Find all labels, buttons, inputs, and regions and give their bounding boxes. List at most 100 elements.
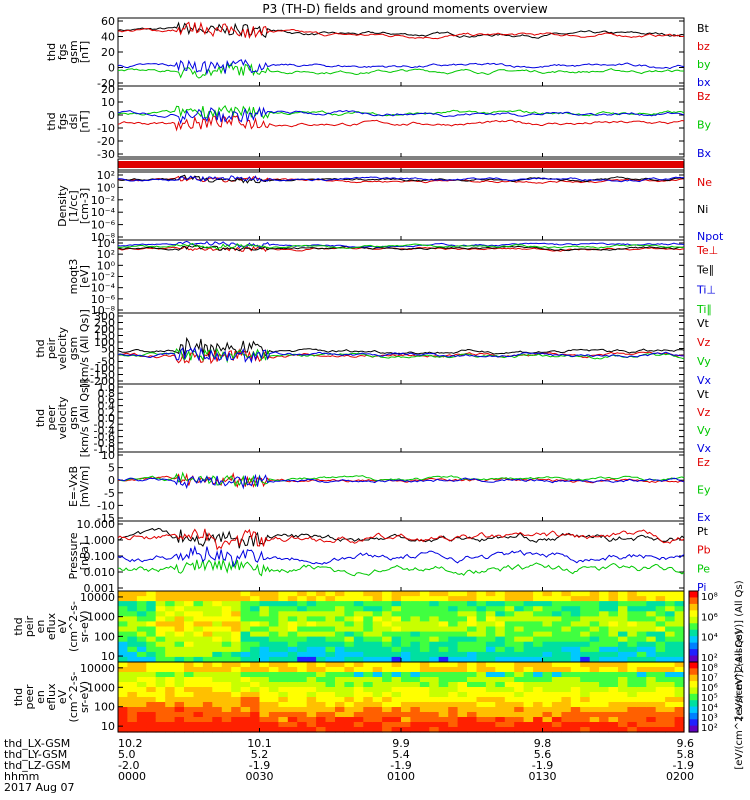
heatmap-cell bbox=[165, 692, 176, 698]
heatmap-cell bbox=[316, 682, 327, 688]
heatmap-cell bbox=[476, 631, 487, 638]
heatmap-cell bbox=[561, 651, 572, 658]
panel-frame bbox=[117, 312, 685, 385]
heatmap-cell bbox=[599, 717, 610, 723]
heatmap-cell bbox=[636, 727, 647, 733]
y-tick-label: -10 bbox=[97, 499, 115, 512]
heatmap-cell bbox=[165, 641, 176, 648]
heatmap-cell bbox=[551, 667, 562, 673]
series-line-Bt bbox=[117, 21, 685, 39]
heatmap-cell bbox=[533, 712, 544, 718]
heatmap-cell bbox=[287, 717, 298, 723]
colorbar-tick-label: 10⁸ bbox=[701, 663, 718, 674]
y-tick-label: 10⁻⁶ bbox=[91, 293, 116, 306]
heatmap-cell bbox=[514, 641, 525, 648]
heatmap-cell bbox=[372, 702, 383, 708]
heatmap-cell bbox=[127, 616, 138, 623]
heatmap-cell bbox=[127, 656, 138, 663]
colorbar-swatch bbox=[689, 668, 698, 676]
heatmap-cell bbox=[636, 702, 647, 708]
heatmap-cell bbox=[419, 702, 430, 708]
y-tick-label: 40 bbox=[101, 31, 115, 44]
heatmap-cell bbox=[118, 692, 128, 698]
heatmap-cell bbox=[429, 596, 440, 602]
heatmap-cell bbox=[514, 631, 525, 638]
y-tick-label: 10⁴ bbox=[97, 237, 116, 250]
panel-6: 1.00.80.60.40.20.0-0.2-0.4-0.6-0.8-1.0th… bbox=[34, 379, 712, 458]
heatmap-cell bbox=[410, 687, 421, 693]
heatmap-cell bbox=[146, 692, 157, 698]
heatmap-cell bbox=[627, 636, 638, 643]
x-axis-labels: [eV/(cm^2-s-sr-eV)] (All Qs)[eV/(cm^2-s-… bbox=[4, 82, 745, 794]
heatmap-cell bbox=[542, 601, 553, 607]
heatmap-cell bbox=[674, 717, 685, 723]
heatmap-cell bbox=[429, 727, 440, 733]
heatmap-cell bbox=[297, 672, 308, 678]
heatmap-cell bbox=[551, 707, 562, 713]
legend-Ey: Ey bbox=[697, 484, 711, 497]
heatmap-cell bbox=[523, 626, 534, 633]
heatmap-cell bbox=[325, 707, 336, 713]
heatmap-cell bbox=[259, 727, 270, 733]
heatmap-cell bbox=[438, 611, 449, 617]
heatmap-cell bbox=[523, 712, 534, 718]
heatmap-cell bbox=[363, 601, 374, 607]
heatmap-cell bbox=[665, 606, 676, 612]
heatmap-cell bbox=[146, 702, 157, 708]
heatmap-cell bbox=[287, 662, 298, 668]
heatmap-cell bbox=[401, 601, 411, 607]
heatmap-cell bbox=[646, 727, 657, 733]
x-tick-label: 9.6 bbox=[677, 737, 695, 750]
heatmap-cell bbox=[202, 682, 213, 688]
heatmap-cell bbox=[523, 646, 534, 653]
heatmap-cell bbox=[495, 667, 506, 673]
heatmap-cell bbox=[325, 687, 336, 693]
y-tick-label: 100 bbox=[94, 701, 115, 714]
heatmap-cell bbox=[202, 712, 213, 718]
heatmap-cell bbox=[372, 717, 383, 723]
heatmap-cell bbox=[514, 707, 525, 713]
heatmap-cell bbox=[410, 677, 421, 683]
y-tick-label: 1000 bbox=[87, 611, 115, 624]
heatmap-cell bbox=[344, 707, 355, 713]
heatmap-cell bbox=[485, 641, 496, 648]
colorbar-swatch bbox=[689, 603, 698, 611]
heatmap-cell bbox=[193, 641, 204, 648]
heatmap-cell bbox=[410, 722, 421, 728]
heatmap-cell bbox=[410, 606, 421, 612]
heatmap-cell bbox=[467, 621, 477, 628]
heatmap-cell bbox=[363, 667, 374, 673]
heatmap-cell bbox=[467, 616, 477, 623]
heatmap-cell bbox=[504, 636, 515, 643]
heatmap-cell bbox=[259, 636, 270, 643]
heatmap-cell bbox=[382, 616, 393, 623]
heatmap-cell bbox=[627, 641, 638, 648]
y-axis-label: E=-VxB[mV/m] bbox=[67, 466, 91, 507]
heatmap-cell bbox=[372, 712, 383, 718]
heatmap-cell bbox=[297, 596, 308, 602]
heatmap-cell bbox=[174, 601, 185, 607]
heatmap-cell bbox=[184, 606, 194, 612]
heatmap-cell bbox=[335, 712, 345, 718]
heatmap-cell bbox=[674, 672, 685, 678]
heatmap-cell bbox=[561, 687, 572, 693]
heatmap-cell bbox=[250, 656, 261, 663]
heatmap-cell bbox=[316, 606, 327, 612]
heatmap-cell bbox=[297, 667, 308, 673]
heatmap-cell bbox=[306, 687, 317, 693]
date-label: 2017 Aug 07 bbox=[4, 781, 74, 794]
heatmap-cell bbox=[259, 621, 270, 628]
heatmap-cell bbox=[495, 651, 506, 658]
heatmap-cell bbox=[335, 727, 345, 733]
legend-Pe: Pe bbox=[697, 562, 710, 575]
heatmap-cell bbox=[382, 662, 393, 668]
heatmap-cell bbox=[127, 631, 138, 638]
heatmap-cell bbox=[372, 722, 383, 728]
heatmap-cell bbox=[401, 656, 411, 663]
heatmap-cell bbox=[127, 591, 138, 597]
heatmap-cell bbox=[353, 641, 364, 648]
heatmap-cell bbox=[419, 667, 430, 673]
heatmap-cell bbox=[353, 682, 364, 688]
heatmap-cell bbox=[316, 687, 327, 693]
heatmap-cell bbox=[495, 631, 506, 638]
